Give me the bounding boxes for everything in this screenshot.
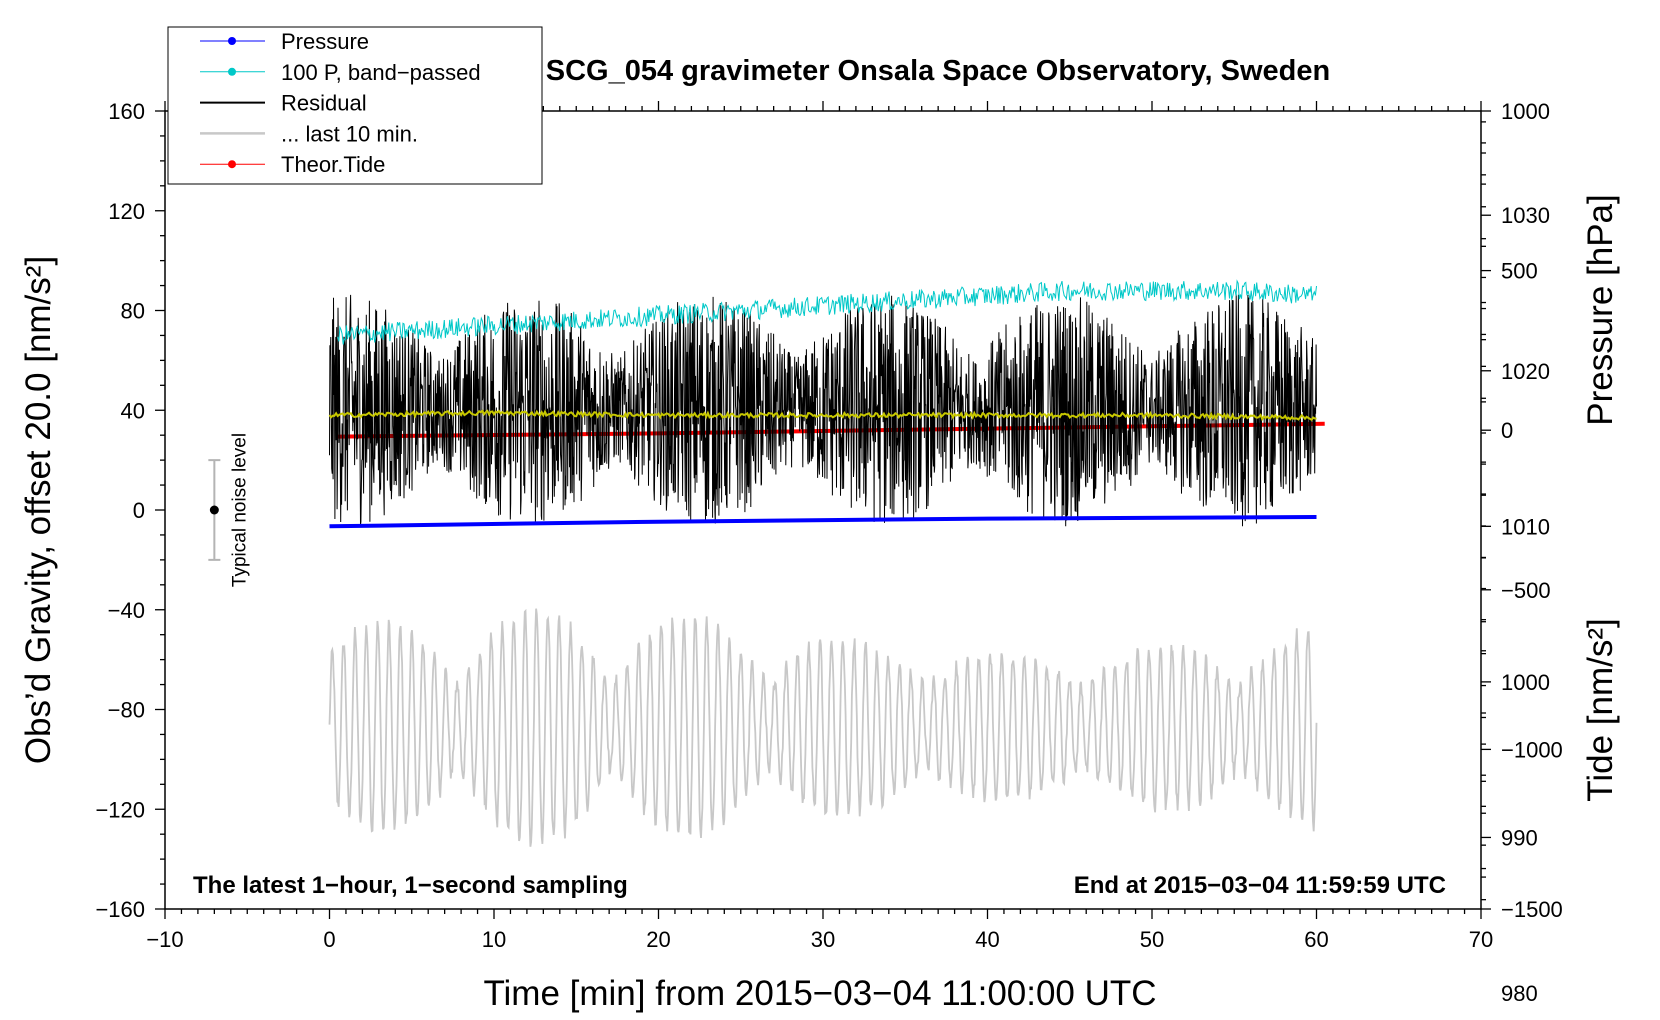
y-axis-label-pressure: Pressure [hPa] bbox=[1581, 194, 1620, 426]
x-tick-label: 20 bbox=[646, 927, 670, 952]
pressure-tick-label: 1010 bbox=[1501, 514, 1550, 539]
chart-title: SCG_054 gravimeter Onsala Space Observat… bbox=[546, 55, 1330, 87]
legend: Pressure 100 P, band−passed Residual ... la… bbox=[167, 26, 543, 185]
x-tick-label: 0 bbox=[323, 927, 335, 952]
y-tick-label: 0 bbox=[133, 498, 145, 523]
x-tick-label: 30 bbox=[811, 927, 835, 952]
x-tick-label: 60 bbox=[1304, 927, 1328, 952]
legend-marker bbox=[228, 37, 236, 45]
pressure-tick-label: 1000 bbox=[1501, 670, 1550, 695]
noise-label: Typical noise level bbox=[229, 433, 250, 587]
y-tick-label: 160 bbox=[108, 99, 145, 124]
legend-label: 100 P, band−passed bbox=[281, 60, 481, 85]
tide-tick-label: −500 bbox=[1501, 578, 1551, 603]
pressure-tick-label: 1020 bbox=[1501, 359, 1550, 384]
legend-box bbox=[167, 26, 543, 185]
y-tick-label: −80 bbox=[108, 698, 145, 723]
legend-label: ... last 10 min. bbox=[281, 121, 418, 146]
x-tick-label: 50 bbox=[1140, 927, 1164, 952]
noise-indicator: Typical noise level bbox=[208, 433, 250, 587]
x-axis-label: Time [min] from 2015−03−04 11:00:00 UTC bbox=[483, 974, 1156, 1013]
legend-label: Pressure bbox=[281, 29, 369, 54]
x-tick-label: −10 bbox=[146, 927, 183, 952]
y-tick-label: 120 bbox=[108, 199, 145, 224]
legend-marker bbox=[228, 67, 236, 76]
pressure-tick-label: 990 bbox=[1501, 825, 1538, 850]
x-tick-label: 40 bbox=[975, 927, 999, 952]
axes-layer: −10 0 10 20 30 40 50 60 70−160−120−80−4004080120… bbox=[95, 99, 1562, 1006]
y-axis-label-tide: Tide [nm/s²] bbox=[1581, 618, 1620, 801]
tide-tick-label: 1000 bbox=[1501, 99, 1550, 124]
tide-tick-label: −1500 bbox=[1501, 897, 1563, 922]
series-residual-smoothed bbox=[328, 409, 1317, 422]
x-tick-label: 10 bbox=[482, 927, 506, 952]
tide-tick-label: 500 bbox=[1501, 259, 1538, 284]
y-tick-label: 80 bbox=[121, 299, 145, 324]
x-tick-label: 70 bbox=[1469, 927, 1493, 952]
pressure-tick-label: 1030 bbox=[1501, 203, 1550, 228]
y-tick-label: −160 bbox=[95, 897, 145, 922]
tide-tick-label: −1000 bbox=[1501, 737, 1563, 762]
series-layer bbox=[328, 279, 1325, 847]
series-pressure bbox=[329, 515, 1317, 529]
y-axis-label-left: Obs’d Gravity, offset 20.0 [nm/s²] bbox=[19, 256, 58, 764]
legend-label: Theor.Tide bbox=[281, 152, 385, 177]
y-tick-label: −120 bbox=[95, 797, 145, 822]
pressure-tick-label: 980 bbox=[1501, 981, 1538, 1006]
legend-marker bbox=[228, 160, 236, 169]
noise-bar-center bbox=[209, 505, 219, 515]
annotation-sampling: The latest 1−hour, 1−second sampling bbox=[193, 872, 628, 899]
series-residual bbox=[329, 294, 1317, 527]
annotation-end-time: End at 2015−03−04 11:59:59 UTC bbox=[1074, 872, 1446, 899]
series-last10min bbox=[328, 608, 1318, 847]
y-tick-label: −40 bbox=[108, 598, 145, 623]
series-100p-bandpassed bbox=[337, 279, 1317, 345]
y-tick-label: 40 bbox=[121, 398, 145, 423]
tide-tick-label: 0 bbox=[1501, 418, 1513, 443]
legend-label: Residual bbox=[281, 91, 367, 116]
